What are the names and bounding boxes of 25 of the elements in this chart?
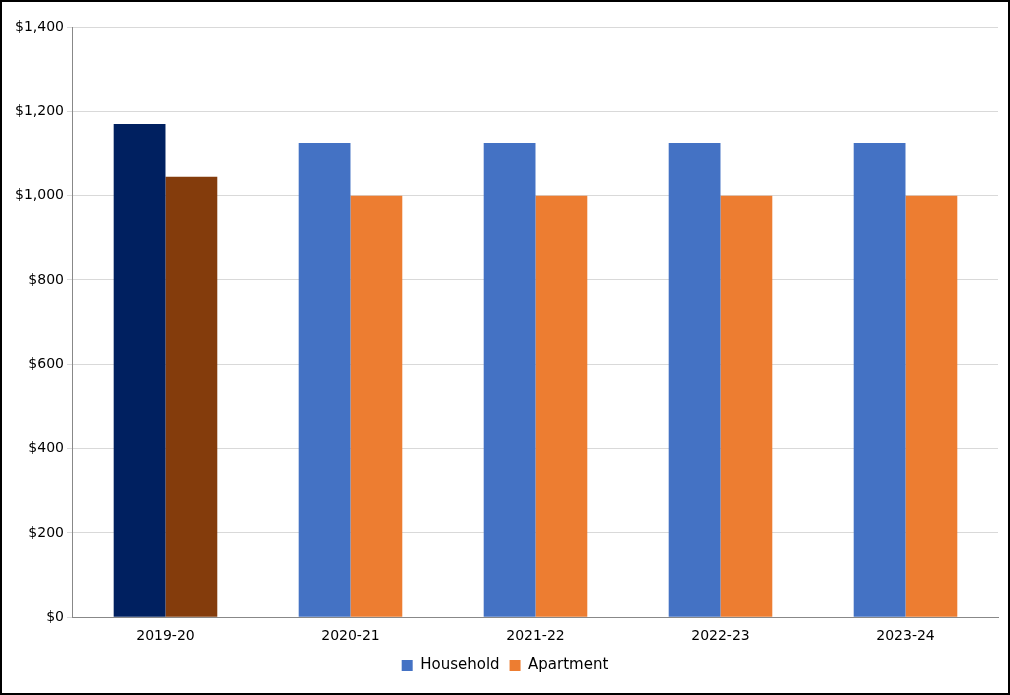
- y-tick-label: $400: [28, 439, 64, 456]
- y-tick-label: $0: [46, 607, 64, 624]
- y-tick-label: $1,400: [14, 17, 64, 34]
- legend-label: Apartment: [528, 655, 609, 674]
- bar: [350, 195, 403, 617]
- y-tick-label: $600: [28, 354, 64, 371]
- bar: [535, 195, 588, 617]
- x-tick-label: 2023-24: [876, 627, 935, 644]
- bar: [113, 123, 166, 617]
- bar: [298, 142, 351, 617]
- x-tick-label: 2020-21: [321, 627, 380, 644]
- x-tick-label: 2022-23: [691, 627, 750, 644]
- bar: [165, 176, 218, 617]
- bar: [668, 142, 721, 617]
- y-tick-label: $800: [28, 270, 64, 287]
- y-tick-label: $1,200: [14, 101, 64, 118]
- x-tick-label: 2021-22: [506, 627, 565, 644]
- y-tick-label: $1,000: [14, 186, 64, 203]
- legend-label: Household: [420, 655, 500, 674]
- bar: [483, 142, 536, 617]
- y-tick-label: $200: [28, 523, 64, 540]
- bar: [853, 142, 906, 617]
- x-tick-label: 2019-20: [136, 627, 195, 644]
- bar: [720, 195, 773, 617]
- bar: [905, 195, 958, 617]
